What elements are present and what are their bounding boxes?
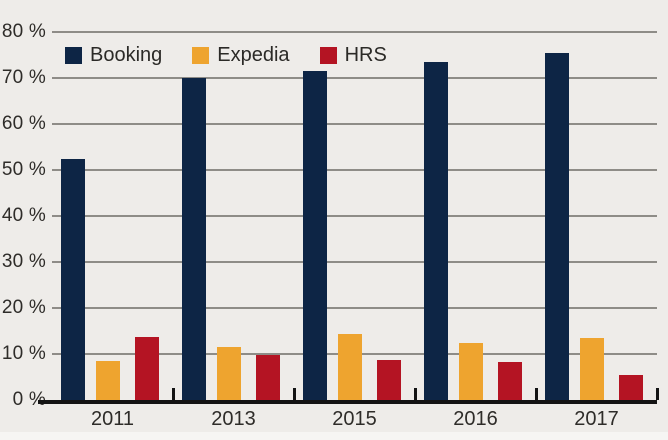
y-tick-label-10: 10 % <box>1 343 46 364</box>
gridline-80 <box>52 31 657 33</box>
legend-swatch-expedia <box>192 47 210 64</box>
legend-swatch-booking <box>65 47 82 64</box>
bar-booking-2016 <box>424 62 448 400</box>
legend-item-expedia: Expedia <box>192 44 290 67</box>
gridline-70 <box>52 77 657 79</box>
legend-label-booking: Booking <box>90 44 163 66</box>
y-tick-label-30: 30 % <box>1 251 46 272</box>
y-tick-label-80: 80 % <box>1 21 46 42</box>
bar-booking-2013 <box>182 78 206 400</box>
bar-expedia-2017 <box>580 338 604 400</box>
bar-booking-2015 <box>303 71 327 400</box>
bar-booking-2017 <box>545 53 569 400</box>
bar-expedia-2011 <box>96 361 120 400</box>
gridline-30 <box>52 261 657 263</box>
x-tick-label-2015: 2015 <box>332 408 377 430</box>
x-tick-label-2013: 2013 <box>211 408 256 430</box>
gridline-50 <box>52 169 657 171</box>
bar-hrs-2015 <box>377 360 401 400</box>
x-axis-tick-4 <box>535 388 538 400</box>
x-axis-line <box>38 400 657 404</box>
bar-hrs-2013 <box>256 355 280 400</box>
bar-hrs-2016 <box>498 362 522 400</box>
y-tick-label-50: 50 % <box>1 159 46 180</box>
legend-item-booking: Booking <box>65 44 162 67</box>
legend-label-hrs: HRS <box>344 44 387 66</box>
bar-hrs-2017 <box>619 375 643 400</box>
x-axis-tick-2 <box>293 388 296 400</box>
y-tick-label-70: 70 % <box>1 67 46 88</box>
bar-expedia-2016 <box>459 343 483 400</box>
x-tick-label-2011: 2011 <box>90 408 135 430</box>
bar-booking-2011 <box>61 159 85 400</box>
bar-hrs-2011 <box>135 337 159 400</box>
gridline-20 <box>52 307 657 309</box>
x-axis-tick-5 <box>656 388 659 400</box>
y-tick-label-0: 0 % <box>12 389 46 410</box>
bottom-strip <box>0 432 668 440</box>
legend-item-hrs: HRS <box>319 44 387 67</box>
bar-expedia-2015 <box>338 334 362 400</box>
x-tick-label-2017: 2017 <box>574 408 619 430</box>
legend: Booking Expedia HRS <box>65 44 387 67</box>
bar-expedia-2013 <box>217 347 241 400</box>
x-axis-tick-3 <box>414 388 417 400</box>
gridline-40 <box>52 215 657 217</box>
x-tick-label-2016: 2016 <box>453 408 498 430</box>
y-tick-label-40: 40 % <box>1 205 46 226</box>
x-axis-tick-1 <box>172 388 175 400</box>
gridline-60 <box>52 123 657 125</box>
legend-label-expedia: Expedia <box>217 44 290 66</box>
y-tick-label-60: 60 % <box>1 113 46 134</box>
y-tick-label-20: 20 % <box>1 297 46 318</box>
legend-swatch-hrs <box>319 47 337 64</box>
